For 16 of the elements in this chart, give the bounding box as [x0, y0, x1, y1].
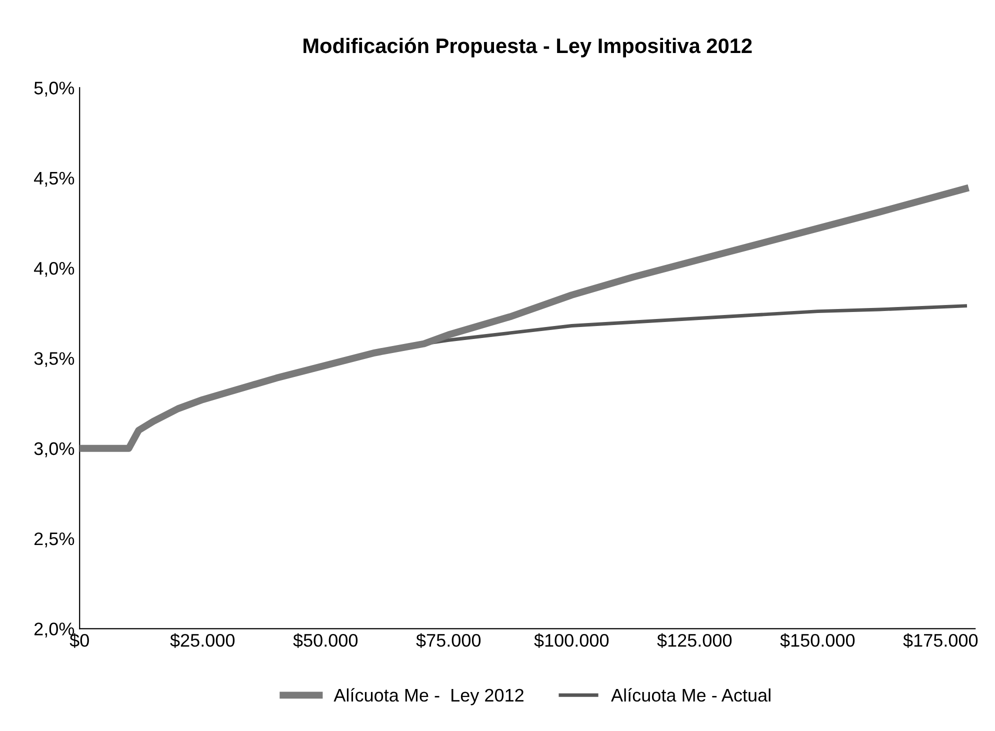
y-tick-label: 3,5% [34, 352, 74, 368]
x-tick-label: $100.000 [534, 633, 609, 648]
y-tick-label: 4,5% [34, 172, 74, 187]
x-tick-label: $25.000 [170, 633, 235, 648]
x-tick-label: $75.000 [416, 633, 481, 648]
y-tick-label: 3,0% [34, 442, 74, 458]
legend-label: Alícuota Me - Ley 2012 [334, 688, 524, 706]
x-tick-label: $50.000 [293, 633, 358, 648]
y-tick-label: 2,5% [34, 532, 74, 548]
x-tick-label: $125.000 [657, 633, 732, 648]
y-tick-label: 4,0% [34, 262, 74, 277]
y-tick-label: 5,0% [34, 82, 74, 97]
legend-label: Alícuota Me - Actual [611, 688, 770, 702]
x-tick-label: $175.000 [903, 633, 978, 648]
x-tick-label: $150.000 [780, 633, 855, 648]
chart-title: Modificación Propuesta - Ley Impositiva 2012 [304, 38, 752, 58]
